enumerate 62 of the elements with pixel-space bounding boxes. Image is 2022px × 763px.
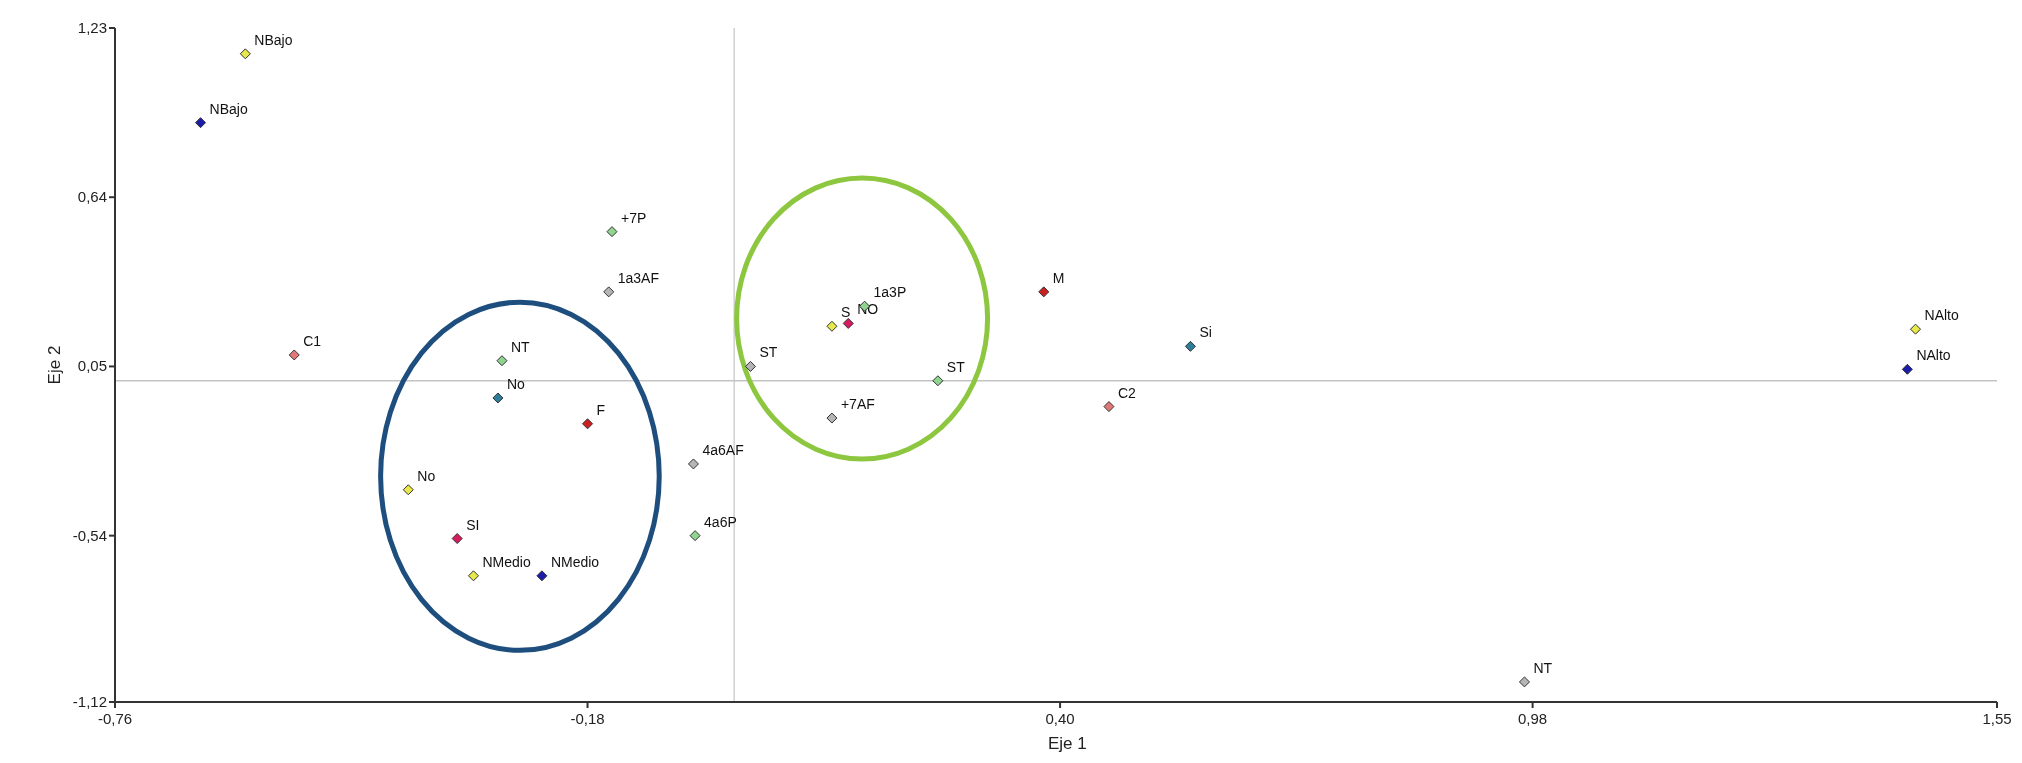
- point: [492, 392, 504, 404]
- point: [842, 317, 854, 329]
- series-label: NBajo: [209, 100, 248, 117]
- series-label: NT: [1533, 659, 1553, 676]
- series-label: ST: [946, 358, 966, 375]
- point: [467, 570, 479, 582]
- point: [932, 375, 944, 387]
- point: [1910, 323, 1922, 335]
- series-label: No: [417, 467, 436, 484]
- y-tick-label: 1,23: [77, 19, 107, 36]
- x-tick-label: -0,18: [570, 710, 605, 727]
- point: [239, 48, 251, 60]
- point: [1518, 676, 1530, 688]
- point: [288, 349, 300, 361]
- point: [606, 226, 618, 238]
- point: [195, 117, 207, 129]
- series-label: NT: [510, 338, 531, 355]
- series-label: SI: [466, 516, 480, 533]
- point: [826, 320, 838, 332]
- series-label: C1: [303, 332, 322, 349]
- series-label: +7AF: [840, 396, 875, 413]
- point: [1901, 363, 1913, 375]
- x-tick-label: 1,55: [1982, 710, 2012, 727]
- point: [1103, 401, 1115, 413]
- series-label: NBajo: [254, 31, 293, 48]
- series-label: +7P: [620, 209, 647, 226]
- point: [689, 530, 701, 542]
- x-tick-label: 0,98: [1518, 710, 1548, 727]
- series-label: 4a6P: [704, 513, 737, 530]
- x-tick-label: -0,76: [97, 710, 133, 727]
- point: [603, 286, 615, 298]
- series-label: M: [1052, 269, 1065, 286]
- series-label: 4a6AF: [702, 441, 744, 458]
- series-label: F: [596, 401, 606, 418]
- point: [582, 418, 594, 430]
- point: [536, 570, 548, 582]
- y-tick-label: 0,05: [77, 357, 107, 375]
- series-label: ST: [759, 344, 778, 361]
- point: [402, 484, 414, 496]
- series-label: 1a3P: [873, 284, 907, 301]
- x-axis-title: Eje 1: [1048, 734, 1087, 753]
- series-label: NMedio: [482, 553, 531, 570]
- series-label: C2: [1117, 384, 1137, 401]
- series-label: Si: [1199, 324, 1212, 341]
- series-label: No: [506, 375, 526, 392]
- series-label: 1a3AF: [617, 269, 659, 286]
- series-label: S: [840, 304, 851, 321]
- y-tick-label: 0,64: [77, 188, 107, 206]
- y-axis-title: Eje 2: [45, 345, 64, 385]
- series-label: NAlto: [1916, 347, 1951, 364]
- x-tick-label: 0,40: [1045, 710, 1075, 727]
- point: [496, 355, 508, 367]
- series-label: NAlto: [1924, 307, 1959, 324]
- point: [1184, 340, 1196, 352]
- y-tick-label: -1,12: [72, 693, 107, 710]
- point: [451, 533, 463, 545]
- point: [687, 458, 699, 470]
- point: [1038, 286, 1050, 298]
- point: [826, 412, 838, 424]
- series-label: NMedio: [550, 553, 600, 570]
- y-tick-label: -0,54: [72, 526, 107, 544]
- point: [744, 360, 756, 372]
